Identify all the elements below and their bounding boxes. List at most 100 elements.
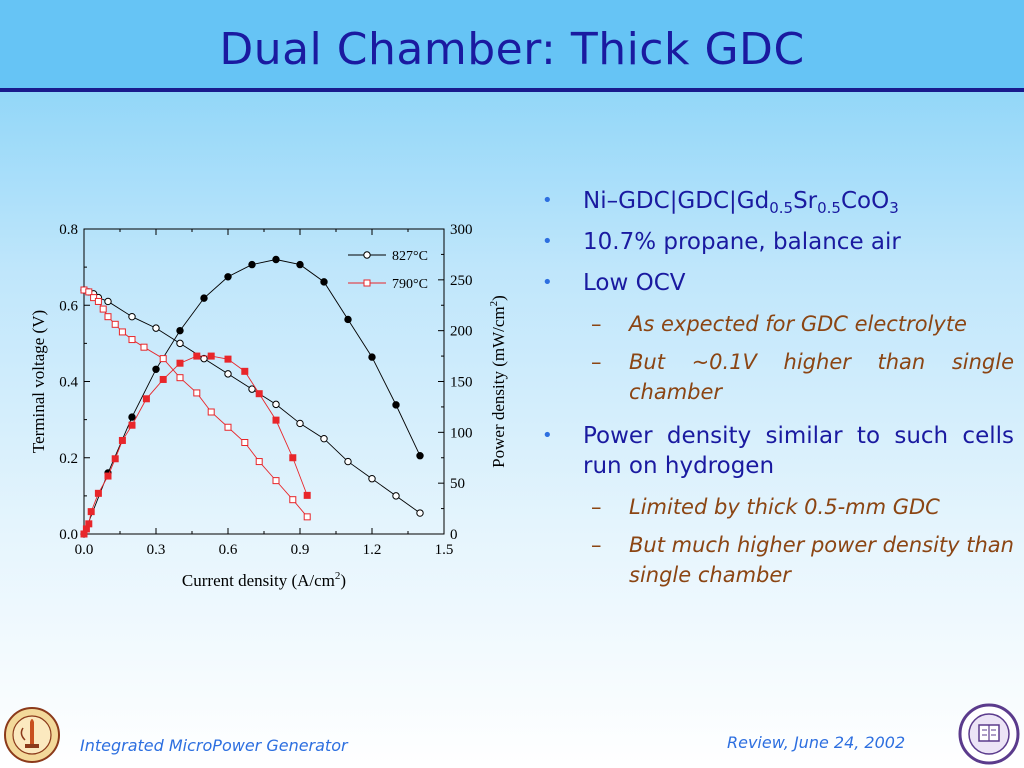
data-point <box>224 273 232 281</box>
yr-tick-label: 250 <box>450 273 473 289</box>
data-point <box>344 457 352 466</box>
data-point <box>303 491 311 499</box>
bullet-list: • Ni–GDC|GDC|Gd0.5Sr0.5CoO3 • 10.7% prop… <box>540 186 1014 598</box>
data-point <box>241 439 249 446</box>
northwestern-seal-icon <box>958 703 1020 765</box>
data-point <box>416 509 424 517</box>
y-right-axis-label-sup: 2 <box>488 301 500 307</box>
bullet-text: Power density similar to such cells run … <box>583 423 1014 479</box>
sub-bullet-item: – But much higher power density than sin… <box>540 530 1014 590</box>
data-point <box>368 353 376 361</box>
yr-tick-label: 0 <box>450 527 458 543</box>
series-line-power-1 <box>83 259 421 535</box>
yl-tick-label: 0.6 <box>59 298 78 314</box>
data-point <box>128 421 136 429</box>
data-point <box>85 520 93 528</box>
bullet-item: • Power density similar to such cells ru… <box>540 421 1014 481</box>
yl-tick-label: 0.0 <box>59 527 78 543</box>
data-point <box>224 355 232 363</box>
yl-tick-label: 0.4 <box>59 375 78 391</box>
data-point <box>296 260 304 269</box>
bullet-item: • 10.7% propane, balance air <box>540 227 1014 257</box>
data-point <box>200 294 208 302</box>
data-point <box>272 400 280 409</box>
data-point <box>193 352 201 360</box>
data-point <box>320 278 328 286</box>
data-point <box>94 489 102 497</box>
x-tick-label: 0.9 <box>291 542 310 558</box>
bullet-item: • Low OCV <box>540 268 1014 298</box>
sub-bullet-text: But ~0.1V higher than single chamber <box>629 350 1014 404</box>
data-point <box>128 413 136 421</box>
bullet-dot-icon: • <box>542 190 553 211</box>
x-tick-label: 0.6 <box>219 542 238 558</box>
data-point <box>207 408 215 416</box>
legend-marker-790 <box>363 279 371 287</box>
chart-svg: 0.0 0.3 0.6 0.9 1.2 1.5 0.0 0.2 0.4 0.6 0.8 0 50 100 1… <box>29 222 508 590</box>
yl-tick-label: 0.8 <box>59 222 78 238</box>
data-point <box>207 352 215 360</box>
yr-tick-label: 100 <box>450 425 473 441</box>
slide-title: Dual Chamber: Thick GDC <box>219 24 805 75</box>
data-point <box>90 294 98 302</box>
data-point <box>272 416 280 424</box>
data-point <box>255 390 263 398</box>
bullet-text: Low OCV <box>583 270 686 296</box>
data-point <box>104 313 112 321</box>
data-point <box>224 370 232 378</box>
data-point <box>159 375 167 383</box>
sub-bullet-item: – As expected for GDC electrolyte <box>540 309 1014 339</box>
sub-bullet-item: – Limited by thick 0.5-mm GDC <box>540 492 1014 522</box>
data-point <box>118 328 126 336</box>
data-point <box>94 297 102 305</box>
data-point <box>128 312 136 321</box>
data-point <box>87 508 95 516</box>
legend-marker-827 <box>363 251 371 259</box>
y-right-axis-label: Power density (mW/cm2) <box>488 295 508 468</box>
data-point <box>104 297 112 306</box>
bullet-text: 10.7% propane, balance air <box>583 229 901 255</box>
data-point <box>152 324 160 332</box>
data-point <box>296 419 304 428</box>
yr-tick-label: 50 <box>450 476 465 492</box>
x-axis-label-part: ) <box>340 571 346 590</box>
data-point <box>111 455 119 463</box>
x-axis-label: Current density (A/cm2) <box>182 570 346 590</box>
bullet-dot-icon: • <box>542 272 553 293</box>
caltech-seal-icon <box>4 707 60 763</box>
bullet-dot-icon: • <box>542 425 553 446</box>
data-point <box>289 496 297 504</box>
yr-tick-label: 300 <box>450 222 473 238</box>
data-point <box>392 492 400 500</box>
dash-icon: – <box>591 312 602 336</box>
title-bar: Dual Chamber: Thick GDC <box>0 0 1024 92</box>
sub-bullet-text: But much higher power density than singl… <box>629 533 1014 587</box>
yr-tick-label: 150 <box>450 375 473 391</box>
data-point <box>241 367 249 375</box>
data-point <box>176 339 184 348</box>
data-point <box>85 288 93 296</box>
chart: 0.0 0.3 0.6 0.9 1.2 1.5 0.0 0.2 0.4 0.6 0.8 0 50 100 1… <box>20 205 530 600</box>
data-point <box>142 395 150 403</box>
y-right-axis-label-part: Power density (mW/cm <box>489 306 508 467</box>
plot-frame <box>83 228 445 535</box>
data-point <box>128 336 136 344</box>
data-point <box>193 389 201 397</box>
data-point <box>111 320 119 328</box>
data-point <box>104 472 112 480</box>
data-point <box>200 354 208 363</box>
x-axis-label-sup: 2 <box>335 570 341 582</box>
data-point <box>176 359 184 367</box>
data-point <box>248 385 256 393</box>
sub-bullet-item: – But ~0.1V higher than single chamber <box>540 347 1014 407</box>
bullet-text: Ni–GDC|GDC|Gd0.5Sr0.5CoO3 <box>583 188 899 217</box>
x-tick-label: 1.5 <box>435 542 454 558</box>
legend-label-827: 827°C <box>392 249 428 264</box>
data-point <box>176 374 184 382</box>
y-left-axis-label: Terminal voltage (V) <box>29 310 48 453</box>
dash-icon: – <box>591 350 602 374</box>
data-point <box>272 477 280 485</box>
data-point <box>118 436 126 444</box>
yr-tick-label: 200 <box>450 324 473 340</box>
legend-label-790: 790°C <box>392 277 428 292</box>
